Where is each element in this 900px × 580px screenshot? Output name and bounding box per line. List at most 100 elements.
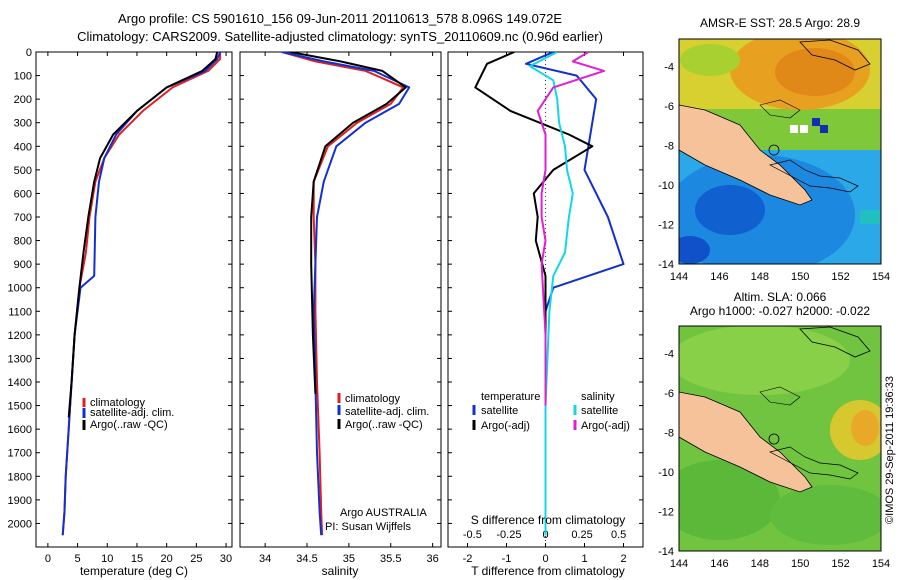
- x-tick-label-top: -0.5: [463, 529, 482, 541]
- map-y-tick-label: -6: [664, 388, 674, 400]
- x-tick-label: -2: [463, 553, 473, 565]
- sla-map-frame: [678, 325, 882, 552]
- y-tick-label: 1700: [8, 448, 32, 460]
- series-line-climatology: [61, 52, 222, 536]
- series-line-argo-raw-qc-: [290, 52, 407, 394]
- y-tick-label: 1600: [8, 424, 32, 436]
- y-tick-label: 1100: [8, 306, 32, 318]
- legend-label-argo: Argo(..raw -QC): [90, 419, 168, 431]
- legend-label-t-satellite: satellite: [481, 405, 518, 417]
- legend-header-temperature: temperature: [481, 391, 540, 403]
- series-line-satellite: [528, 52, 574, 536]
- y-tick-label: 1200: [8, 330, 32, 342]
- legend-label-argo: Argo(..raw -QC): [345, 419, 423, 431]
- sla-map-image: [679, 326, 881, 551]
- legend-label-t-argo: Argo(-adj): [481, 420, 530, 432]
- map-y-tick-label: -14: [658, 259, 674, 271]
- salinity-legend: climatology satellite-adj. clim. Argo(..…: [337, 393, 429, 431]
- t-difference-label: T difference from climatology: [471, 564, 625, 578]
- map-x-tick-label: 146: [710, 271, 728, 283]
- x-tick-label-top: 0.25: [571, 529, 592, 541]
- header-line2: Climatology: CARS2009. Satellite-adjuste…: [77, 29, 603, 44]
- sst-map-image: [679, 39, 881, 264]
- x-tick-label: 1: [581, 553, 587, 565]
- y-tick-label: 100: [14, 71, 32, 83]
- sst-map-title: AMSR-E SST: 28.5 Argo: 28.9: [700, 16, 860, 30]
- map-y-tick-label: -10: [658, 180, 674, 192]
- series-line-argo-raw-qc-: [67, 52, 219, 418]
- legend-label-satellite: satellite-adj. clim.: [345, 406, 429, 418]
- legend-label-climatology: climatology: [345, 393, 401, 405]
- x-tick-label: 0: [542, 553, 548, 565]
- map-x-tick-label: 144: [670, 271, 688, 283]
- y-tick-label: 1400: [8, 377, 32, 389]
- y-tick-label: 300: [14, 118, 32, 130]
- x-tick-label: 2: [620, 553, 626, 565]
- x-tick-label: 25: [190, 553, 202, 565]
- temperature-panel-frame: [35, 51, 233, 548]
- x-tick-label: 20: [161, 553, 173, 565]
- map-y-tick-label: -8: [664, 428, 674, 440]
- x-tick-label-top: -0.25: [496, 529, 521, 541]
- y-tick-label: 500: [14, 165, 32, 177]
- y-tick-label: 2000: [8, 518, 32, 530]
- map-x-tick-label: 146: [710, 558, 728, 570]
- series-line-climatology: [281, 52, 405, 536]
- map-y-tick-label: -12: [658, 220, 674, 232]
- header-line1: Argo profile: CS 5901610_156 09-Jun-2011…: [118, 11, 562, 26]
- map-y-tick-label: -8: [664, 141, 674, 153]
- difference-legend: temperature salinity satellite Argo(-adj…: [472, 391, 630, 432]
- y-tick-label: 200: [14, 94, 32, 106]
- map-x-tick-label: 154: [872, 271, 890, 283]
- y-tick-label: 900: [14, 259, 32, 271]
- x-tick-label: 36: [427, 553, 439, 565]
- map-y-tick-label: -14: [658, 546, 674, 558]
- legend-label-s-argo: Argo(-adj): [581, 420, 630, 432]
- y-tick-label: 600: [14, 188, 32, 200]
- x-tick-label-top: 0.5: [611, 529, 626, 541]
- salinity-panel-frame: [239, 51, 442, 548]
- y-tick-label: 1800: [8, 471, 32, 483]
- legend-label-climatology: climatology: [90, 397, 146, 409]
- map-y-tick-label: -4: [664, 349, 674, 361]
- x-tick-label: -1: [502, 553, 512, 565]
- legend-header-salinity: salinity: [581, 391, 615, 403]
- series-line-satellite: [525, 52, 625, 536]
- x-tick-label: 35: [343, 553, 355, 565]
- series-line-argo-adj-: [474, 52, 594, 418]
- x-tick-label: 5: [75, 553, 81, 565]
- map-x-tick-label: 150: [791, 558, 809, 570]
- x-tick-label: 30: [220, 553, 232, 565]
- series-line-satellite-adj-clim-: [61, 52, 222, 536]
- y-tick-label: 400: [14, 141, 32, 153]
- y-tick-label: 1900: [8, 495, 32, 507]
- map-y-tick-label: -10: [658, 467, 674, 479]
- temperature-xlabel: temperature (deg C): [80, 564, 188, 578]
- map-y-tick-label: -4: [664, 62, 674, 74]
- x-tick-label: 15: [131, 553, 143, 565]
- x-tick-label: 34: [259, 553, 271, 565]
- series-line-argo-adj-: [536, 52, 605, 406]
- y-tick-label: 800: [14, 236, 32, 248]
- sst-map-frame: [678, 38, 882, 265]
- x-tick-label: 34.5: [296, 553, 317, 565]
- salinity-xlabel: salinity: [322, 564, 359, 578]
- x-tick-label: 10: [101, 553, 113, 565]
- imos-timestamp: ©IMOS 29-Sep-2011 19:36:33: [884, 376, 896, 524]
- map-x-tick-label: 152: [831, 558, 849, 570]
- argo-program-label: Argo AUSTRALIA: [340, 507, 427, 519]
- map-y-tick-label: -6: [664, 101, 674, 113]
- legend-label-s-satellite: satellite: [581, 405, 618, 417]
- x-tick-label: 35.5: [380, 553, 401, 565]
- map-x-tick-label: 150: [791, 271, 809, 283]
- x-tick-label: 0: [45, 553, 51, 565]
- lines-layer: [61, 52, 625, 536]
- map-x-tick-label: 152: [831, 271, 849, 283]
- s-difference-label: S difference from climatology: [471, 513, 626, 527]
- y-tick-label: 700: [14, 212, 32, 224]
- map-x-tick-label: 154: [872, 558, 890, 570]
- legend-label-satellite: satellite-adj. clim.: [90, 407, 174, 419]
- y-tick-label: 0: [26, 47, 32, 59]
- y-tick-label: 1300: [8, 353, 32, 365]
